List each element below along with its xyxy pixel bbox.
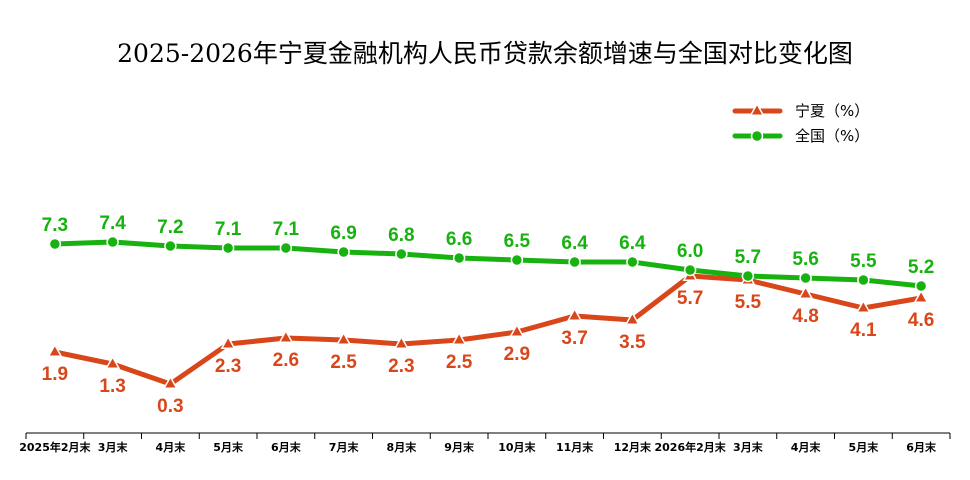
series-layer: 1.9 1.3 0.3 2.3 2.6 2.5 2.3 2.5 2.9 3.7 3.5 5.7 5.5 4…: [42, 213, 935, 417]
data-point: [624, 311, 640, 325]
x-tick-label: 2025年2月末: [19, 440, 91, 454]
series-1: 7.3 7.4 7.2 7.1 7.1 6.9 6.8 6.6 6.5 6.4 6.4 6.0 5.7 5…: [42, 213, 934, 293]
data-label: 5.6: [792, 249, 818, 270]
data-label: 2.3: [215, 356, 241, 377]
data-label: 4.6: [908, 310, 934, 331]
series-0: 1.9 1.3 0.3 2.3 2.6 2.5 2.3 2.5 2.9 3.7 3.5 5.7 5.5 4…: [42, 267, 934, 417]
data-label: 4.8: [792, 306, 818, 327]
data-point: [799, 271, 812, 285]
x-tick-label: 7月末: [329, 440, 360, 454]
data-label: 4.1: [850, 320, 877, 341]
data-label: 7.4: [99, 213, 126, 234]
data-label: 1.3: [99, 376, 125, 397]
data-label: 7.1: [273, 219, 300, 240]
data-point: [393, 335, 409, 349]
x-tick-label: 6月末: [271, 440, 302, 454]
legend-item: 宁夏（%）: [732, 102, 869, 120]
data-label: 6.4: [619, 233, 646, 254]
data-point: [336, 331, 352, 345]
legend-label: 全国（%）: [795, 127, 869, 145]
data-label: 0.3: [157, 396, 183, 417]
series-line: [52, 273, 924, 387]
data-label: 6.6: [446, 229, 472, 250]
data-label: 2.3: [388, 356, 414, 377]
series-line: [52, 239, 924, 289]
data-point: [278, 329, 294, 343]
data-point: [741, 269, 755, 283]
data-point: [568, 255, 581, 269]
data-label: 6.8: [388, 225, 414, 246]
data-point: [509, 323, 525, 337]
data-label: 3.7: [561, 328, 587, 349]
legend-marker: [750, 129, 764, 143]
data-point: [220, 335, 236, 349]
data-point: [510, 253, 524, 267]
data-point: [683, 263, 697, 277]
data-point: [451, 331, 467, 345]
x-tick-label: 6月末: [906, 440, 937, 454]
data-point: [452, 251, 466, 265]
data-point: [105, 355, 121, 369]
data-point: [48, 237, 62, 251]
x-tick-label: 4月末: [791, 440, 822, 454]
data-label: 5.5: [735, 292, 762, 313]
x-axis: 2025年2月末 3月末 4月末 5月末 6月末 7月末 8月末 9月末 10月末 11月末 12月…: [19, 432, 951, 454]
x-tick-label: 10月末: [498, 440, 536, 454]
data-point: [798, 285, 814, 299]
x-tick-label: 5月末: [849, 440, 880, 454]
data-point: [567, 307, 583, 321]
data-point: [913, 289, 929, 303]
data-label: 2.5: [446, 352, 473, 373]
data-label: 5.5: [850, 251, 877, 272]
data-label: 3.5: [619, 332, 646, 353]
data-point: [395, 247, 408, 261]
x-tick-label: 9月末: [444, 440, 475, 454]
x-tick-label: 4月末: [156, 440, 187, 454]
data-label: 2.6: [273, 350, 299, 371]
x-tick-label: 2026年2月末: [654, 440, 726, 454]
x-tick-label: 3月末: [733, 440, 764, 454]
data-label: 6.9: [330, 223, 356, 244]
data-label: 7.1: [215, 219, 242, 240]
data-point: [279, 241, 293, 255]
data-label: 7.2: [157, 217, 183, 238]
x-tick-label: 5月末: [213, 440, 244, 454]
legend-marker: [749, 102, 765, 116]
x-tick-label: 12月末: [614, 440, 652, 454]
data-point: [337, 245, 350, 259]
data-point: [106, 235, 119, 249]
legend-item: 全国（%）: [732, 127, 869, 145]
data-point: [221, 241, 235, 255]
chart-title: 2025-2026年宁夏金融机构人民币贷款余额增速与全国对比变化图: [117, 39, 853, 68]
data-point: [857, 273, 870, 287]
data-label: 7.3: [42, 215, 68, 236]
data-label: 1.9: [42, 364, 68, 385]
data-point: [626, 255, 639, 269]
data-label: 5.2: [908, 257, 934, 278]
data-point: [164, 239, 177, 253]
x-tick-label: 8月末: [387, 440, 418, 454]
data-label: 6.5: [504, 231, 531, 252]
x-tick-label: 11月末: [556, 440, 594, 454]
data-label: 2.5: [330, 352, 357, 373]
data-label: 5.7: [677, 288, 703, 309]
data-label: 2.9: [504, 344, 530, 365]
data-point: [855, 299, 871, 313]
x-tick-label: 3月末: [98, 440, 129, 454]
legend: 宁夏（%） 全国（%）: [732, 102, 869, 145]
data-point: [914, 279, 928, 293]
data-point: [47, 343, 63, 357]
data-label: 6.4: [561, 233, 588, 254]
data-label: 5.7: [735, 247, 761, 268]
data-label: 6.0: [677, 241, 703, 262]
legend-label: 宁夏（%）: [795, 102, 869, 120]
data-point: [162, 375, 178, 389]
